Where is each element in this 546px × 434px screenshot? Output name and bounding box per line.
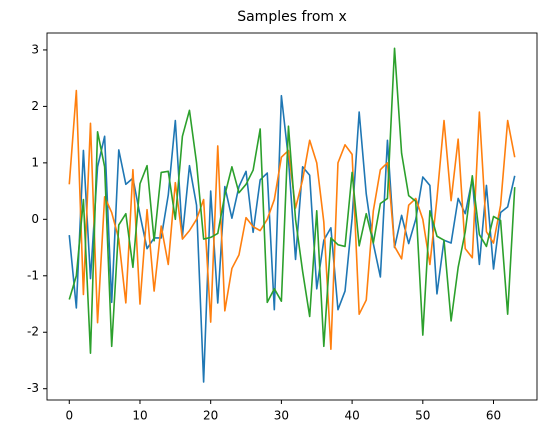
y-tick-label: -1 xyxy=(27,268,39,282)
x-tick-label: 50 xyxy=(415,409,430,423)
y-tick-label: 0 xyxy=(31,212,39,226)
x-tick-label: 20 xyxy=(203,409,218,423)
series-line xyxy=(68,94,516,383)
x-tick-label: 60 xyxy=(486,409,501,423)
plot-frame xyxy=(46,32,538,401)
x-tick-label: 0 xyxy=(65,409,73,423)
x-tick-label: 10 xyxy=(132,409,147,423)
x-tick-label: 40 xyxy=(344,409,359,423)
y-tick-label: -3 xyxy=(27,381,39,395)
x-tick-label: 30 xyxy=(274,409,289,423)
y-tick-label: -2 xyxy=(27,325,39,339)
y-tick-label: 1 xyxy=(31,155,39,169)
chart-title: Samples from x xyxy=(237,9,347,25)
y-tick-label: 3 xyxy=(31,42,39,56)
series-line xyxy=(68,47,516,354)
y-tick-label: 2 xyxy=(31,99,39,113)
